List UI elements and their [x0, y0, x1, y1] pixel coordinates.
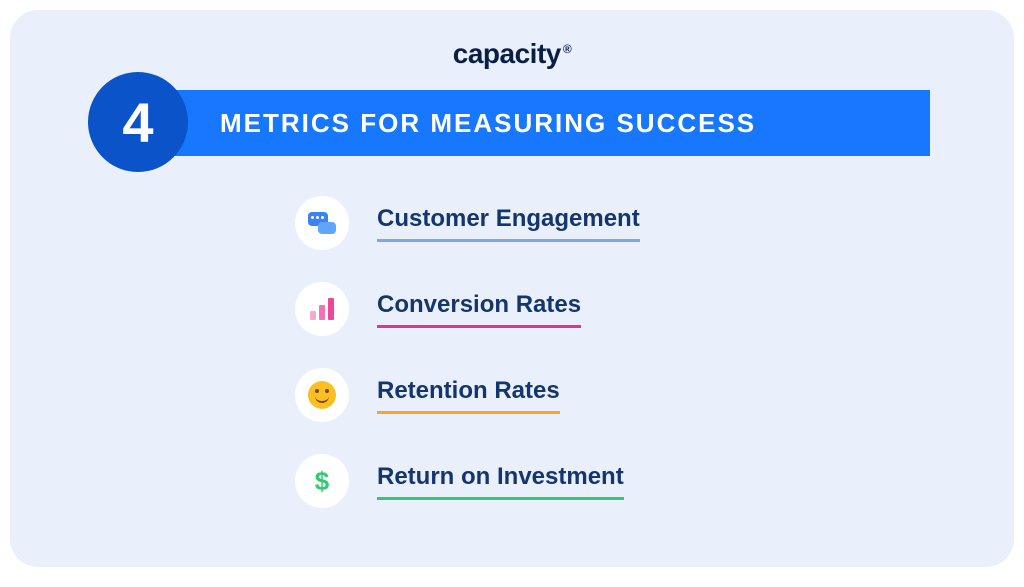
metric-label-wrap: Return on Investment	[377, 463, 624, 500]
infographic-card: capacity® 4 METRICS FOR MEASURING SUCCES…	[10, 10, 1014, 567]
metric-underline	[377, 411, 560, 414]
metrics-list: Customer Engagement Conversion Rates Ret…	[295, 196, 640, 508]
metric-label: Return on Investment	[377, 463, 624, 495]
chat-icon	[295, 196, 349, 250]
registered-mark: ®	[563, 42, 571, 56]
logo-text: capacity	[453, 38, 561, 69]
metric-underline	[377, 497, 624, 500]
title-bar: METRICS FOR MEASURING SUCCESS	[140, 90, 930, 156]
logo: capacity®	[10, 38, 1014, 70]
metric-item: Retention Rates	[295, 368, 640, 422]
metric-label: Conversion Rates	[377, 291, 581, 323]
metric-label: Retention Rates	[377, 377, 560, 409]
bars-icon	[295, 282, 349, 336]
metric-label-wrap: Customer Engagement	[377, 205, 640, 242]
title-text: METRICS FOR MEASURING SUCCESS	[220, 108, 756, 139]
metric-label-wrap: Conversion Rates	[377, 291, 581, 328]
metric-label-wrap: Retention Rates	[377, 377, 560, 414]
metric-item: Customer Engagement	[295, 196, 640, 250]
metric-underline	[377, 325, 581, 328]
dollar-icon: $	[295, 454, 349, 508]
metric-underline	[377, 239, 640, 242]
metric-item: $ Return on Investment	[295, 454, 640, 508]
smiley-icon	[295, 368, 349, 422]
metric-label: Customer Engagement	[377, 205, 640, 237]
metric-item: Conversion Rates	[295, 282, 640, 336]
count-badge: 4	[88, 72, 188, 172]
count-number: 4	[122, 90, 153, 155]
